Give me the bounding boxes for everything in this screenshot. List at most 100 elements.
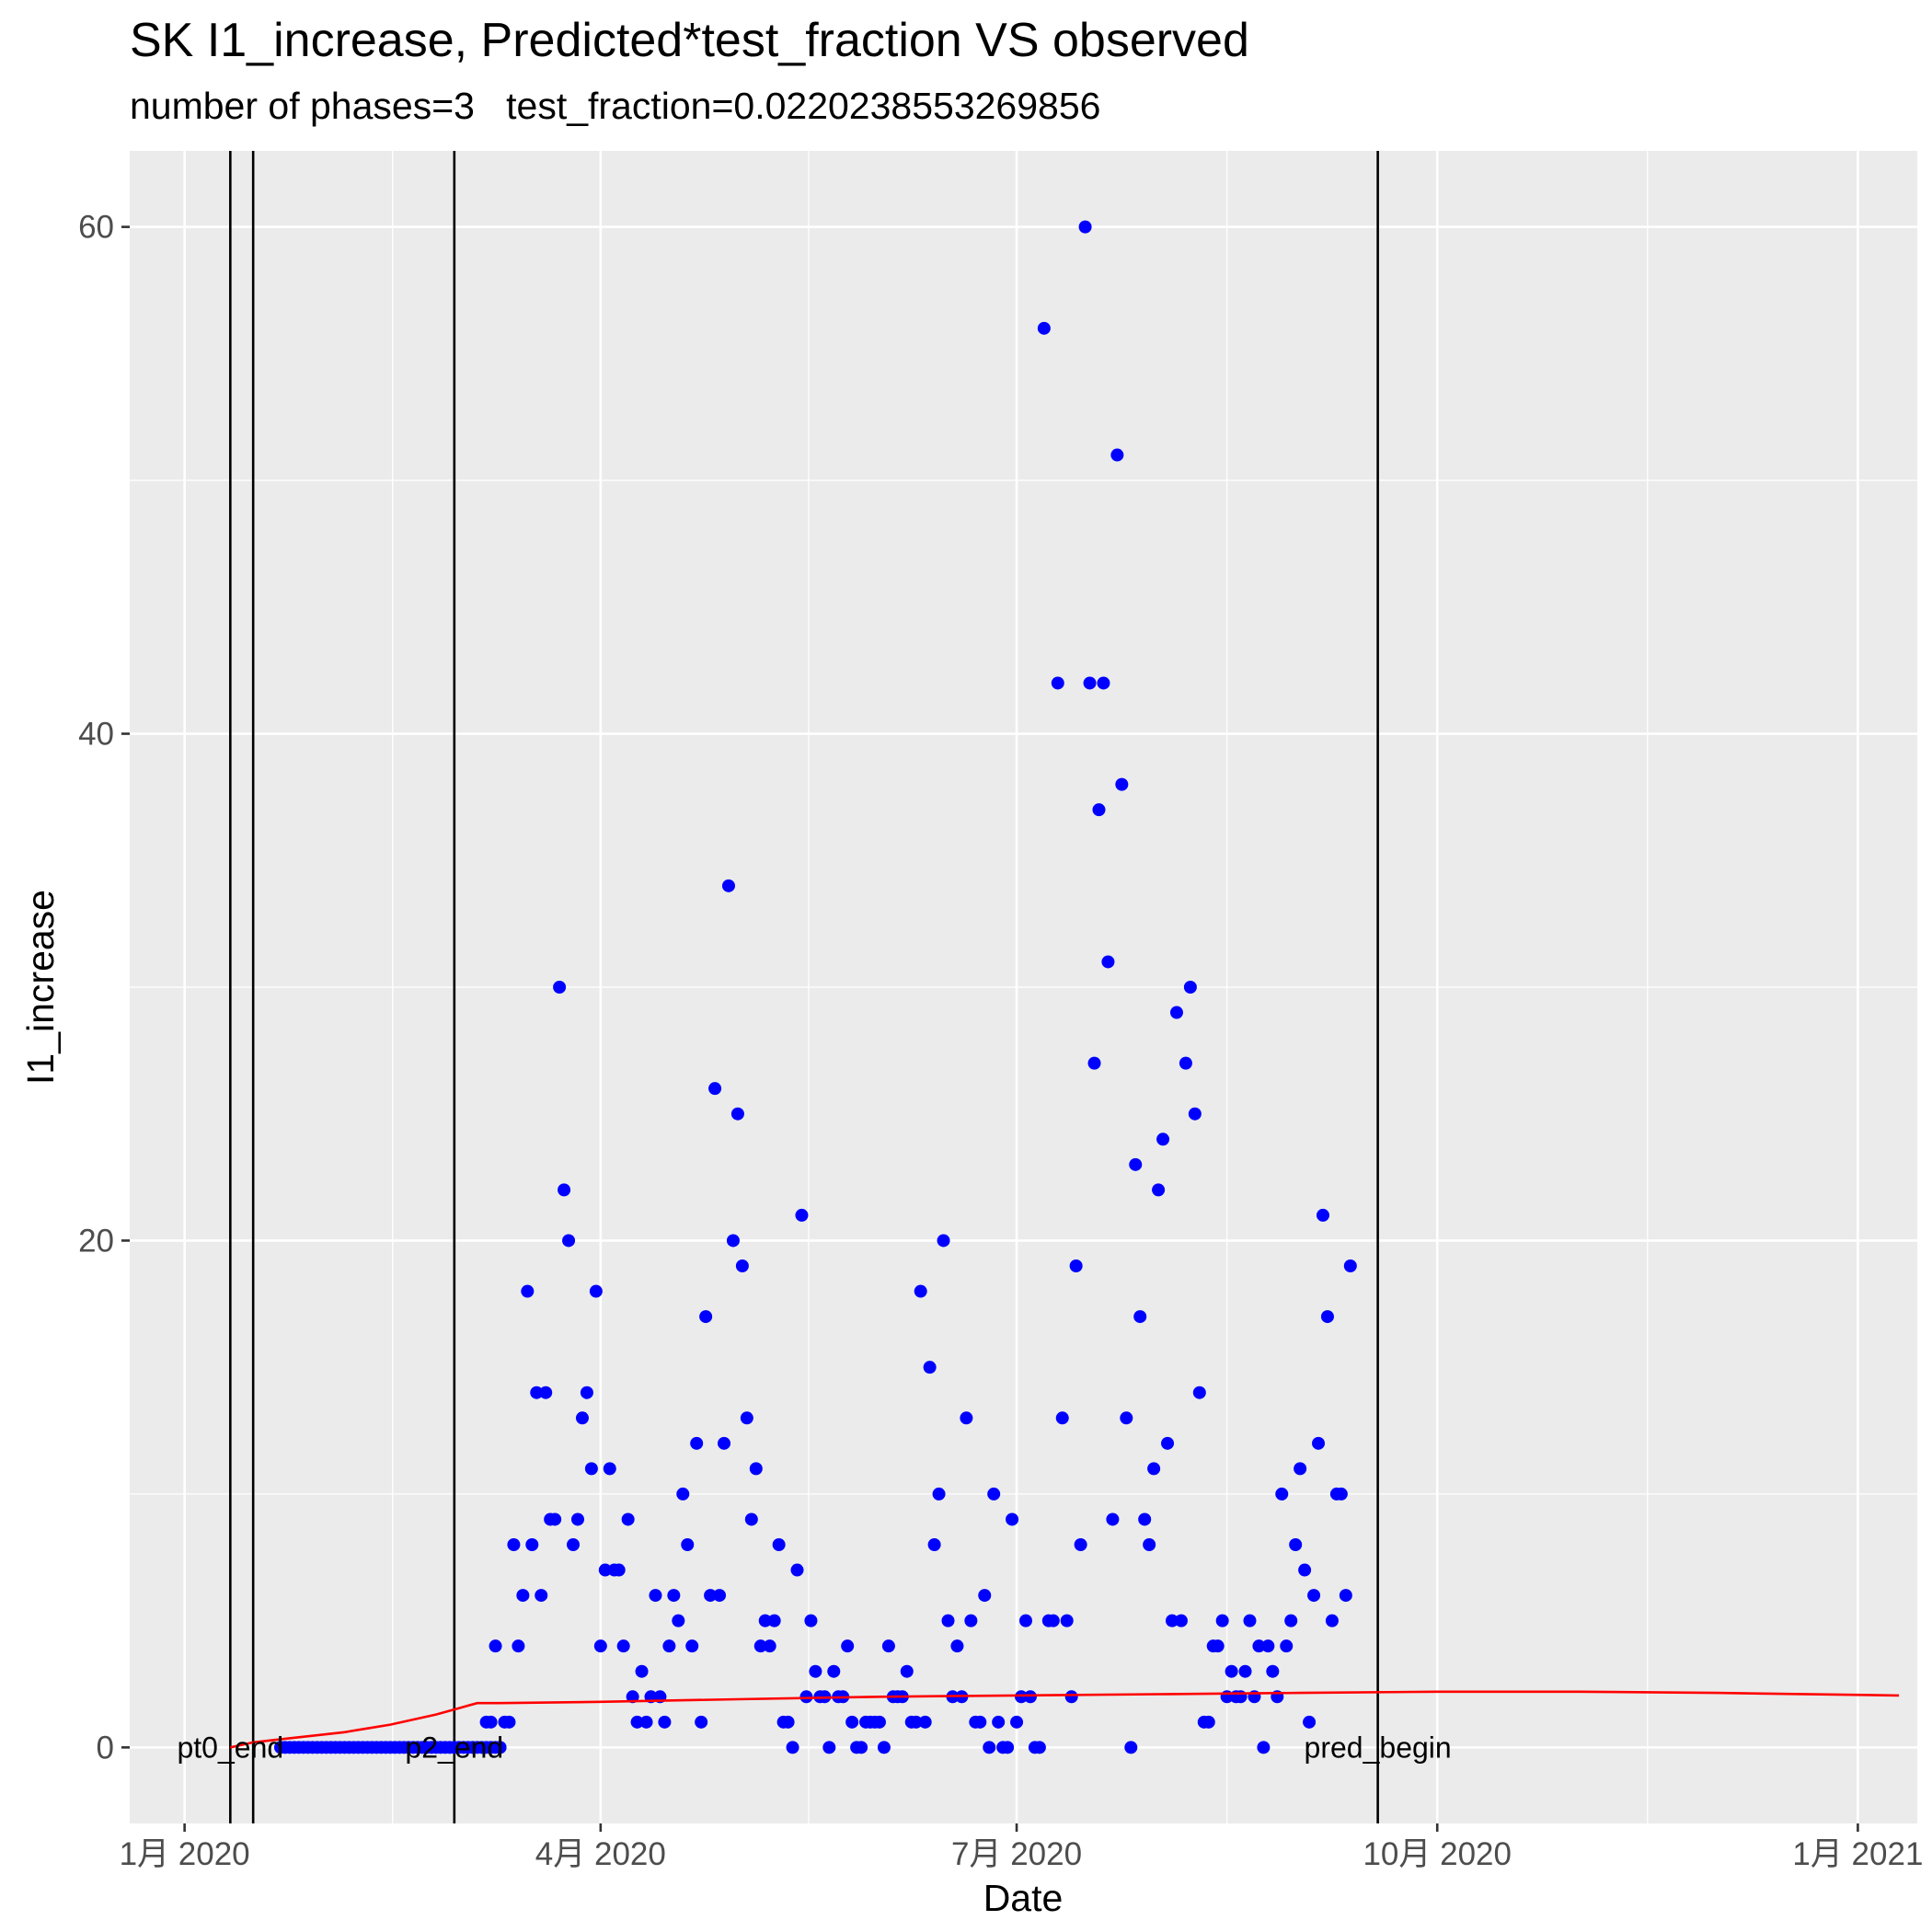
observed-point (932, 1487, 946, 1501)
observed-point (1015, 1690, 1029, 1704)
observed-point (730, 1107, 744, 1121)
observed-point (877, 1741, 891, 1754)
observed-point (964, 1614, 978, 1627)
observed-point (1257, 1741, 1271, 1754)
observed-point (950, 1639, 964, 1653)
observed-point (1298, 1563, 1312, 1577)
observed-point (1320, 1310, 1334, 1324)
y-tick-label: 60 (78, 210, 114, 246)
observed-point (1215, 1614, 1229, 1627)
observed-point (1252, 1639, 1266, 1653)
observed-point (1192, 1386, 1206, 1399)
observed-point (502, 1715, 516, 1729)
observed-point (726, 1234, 740, 1248)
observed-point (937, 1234, 950, 1248)
observed-point (827, 1664, 841, 1678)
observed-point (584, 1462, 598, 1476)
x-tick-label: 7月 2020 (951, 1836, 1082, 1872)
observed-point (658, 1715, 672, 1729)
observed-point (1166, 1614, 1179, 1627)
observed-points (273, 220, 1357, 1754)
observed-point (1211, 1639, 1225, 1653)
observed-point (1156, 1133, 1170, 1146)
chart-subtitle: number of phases=3 test_fraction=0.02202… (130, 85, 1101, 127)
vertical-line-label: pt0_end (177, 1731, 283, 1764)
x-tick-label: 4月 2020 (535, 1836, 666, 1872)
observed-point (1023, 1690, 1037, 1704)
observed-point (1092, 803, 1106, 817)
observed-point (1307, 1589, 1321, 1603)
observed-point (662, 1639, 676, 1653)
observed-point (718, 1436, 731, 1450)
observed-point (923, 1361, 937, 1374)
observed-point (992, 1715, 1006, 1729)
y-axis: 0 20 40 60 (78, 210, 130, 1765)
observed-point (786, 1741, 799, 1754)
observed-point (795, 1208, 809, 1222)
observed-point (1188, 1107, 1202, 1121)
vertical-line-label: pred_begin (1305, 1731, 1452, 1764)
observed-point (822, 1741, 836, 1754)
observed-point (635, 1664, 649, 1678)
observed-point (927, 1538, 941, 1551)
observed-point (767, 1614, 781, 1627)
observed-point (1334, 1487, 1348, 1501)
observed-point (580, 1386, 593, 1399)
observed-point (1133, 1310, 1147, 1324)
observed-point (1243, 1614, 1257, 1627)
observed-point (973, 1715, 987, 1729)
observed-point (558, 1183, 571, 1197)
observed-point (740, 1411, 753, 1425)
observed-point (612, 1563, 626, 1577)
observed-point (1312, 1436, 1326, 1450)
observed-point (530, 1386, 544, 1399)
observed-point (562, 1234, 576, 1248)
observed-point (978, 1589, 992, 1603)
observed-point (593, 1639, 607, 1653)
observed-point (548, 1512, 562, 1526)
chart-title: SK I1_increase, Predicted*test_fraction … (130, 14, 1249, 67)
observed-point (1055, 1411, 1069, 1425)
observed-point (626, 1690, 639, 1704)
observed-point (941, 1614, 955, 1627)
observed-point (589, 1284, 603, 1298)
observed-point (489, 1639, 502, 1653)
observed-point (603, 1462, 616, 1476)
observed-point (1032, 1741, 1046, 1754)
observed-point (535, 1589, 548, 1603)
observed-point (539, 1386, 553, 1399)
vertical-lines (229, 151, 1379, 1823)
observed-point (1289, 1538, 1303, 1551)
observed-point (1046, 1614, 1060, 1627)
observed-point (1037, 321, 1051, 335)
observed-point (1069, 1259, 1083, 1272)
observed-point (649, 1589, 662, 1603)
observed-point (1097, 676, 1110, 690)
observed-point (804, 1614, 818, 1627)
observed-point (1343, 1259, 1357, 1272)
observed-point (918, 1715, 932, 1729)
observed-point (1010, 1715, 1024, 1729)
observed-point (744, 1512, 758, 1526)
observed-point (1261, 1639, 1275, 1653)
observed-point (1284, 1614, 1298, 1627)
observed-point (1266, 1664, 1280, 1678)
observed-point (630, 1715, 644, 1729)
observed-point (672, 1614, 685, 1627)
observed-point (1280, 1639, 1294, 1653)
x-tick-label: 10月 2020 (1363, 1836, 1512, 1872)
observed-point (1152, 1183, 1166, 1197)
observed-point (721, 879, 735, 892)
observed-point (753, 1639, 767, 1653)
observed-point (1161, 1436, 1175, 1450)
predicted-line-path (230, 1690, 1900, 1749)
observed-point (1238, 1664, 1252, 1678)
x-axis: 1月 2020 4月 2020 7月 2020 10月 2020 1月 2021 (120, 1823, 1923, 1872)
observed-point (735, 1259, 749, 1272)
observed-point (1051, 676, 1064, 690)
y-tick-label: 20 (78, 1223, 114, 1259)
observed-point (987, 1487, 1001, 1501)
observed-point (493, 1741, 507, 1754)
observed-point (616, 1639, 630, 1653)
y-tick-label: 0 (97, 1730, 114, 1765)
